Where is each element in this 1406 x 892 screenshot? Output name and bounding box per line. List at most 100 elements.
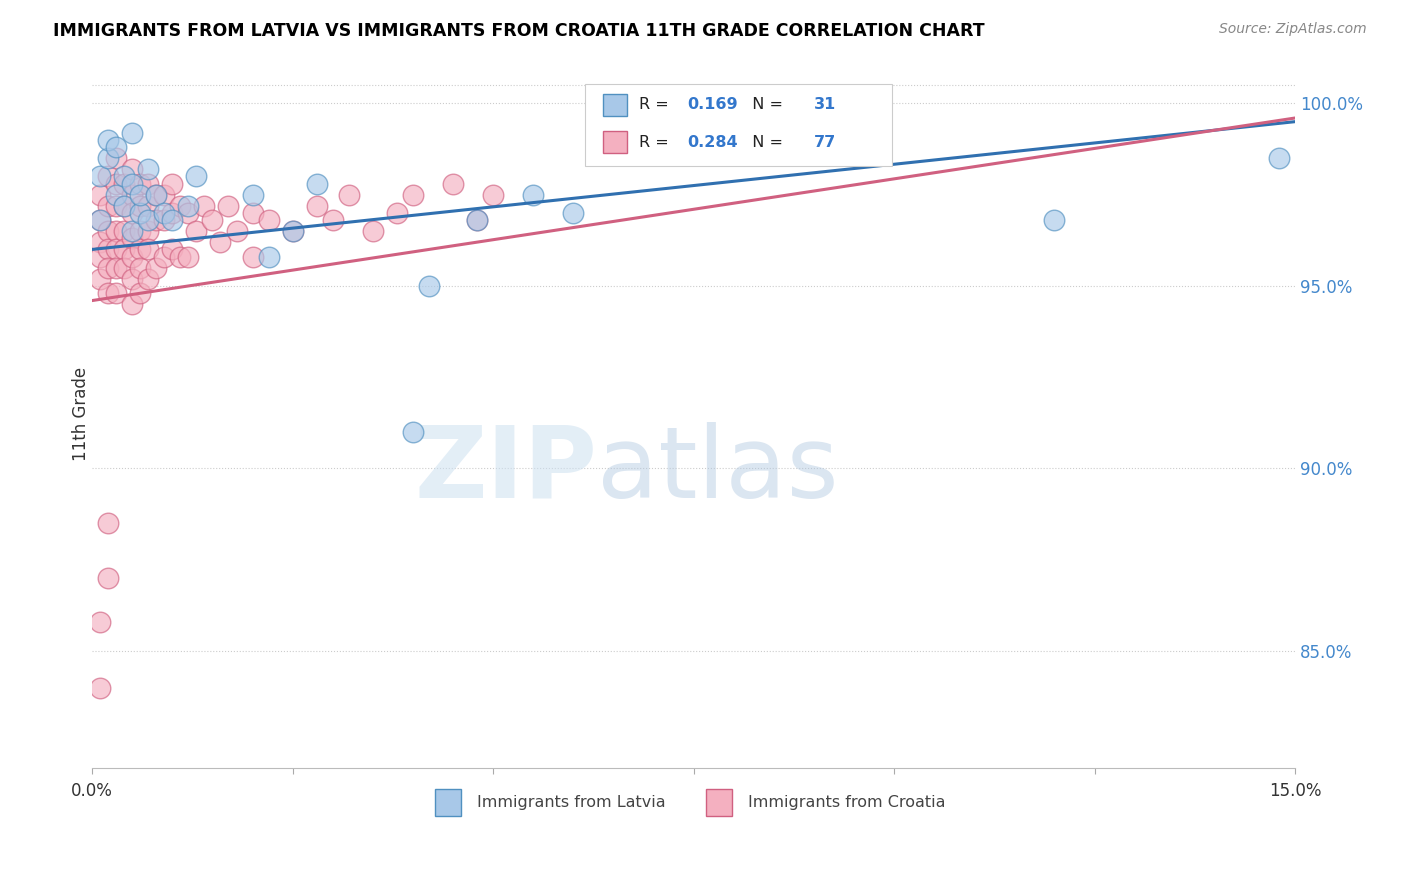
Point	[97, 169, 120, 184]
Point	[153, 213, 176, 227]
Point	[186, 169, 208, 184]
Point	[121, 126, 143, 140]
Point	[136, 199, 159, 213]
Point	[402, 425, 425, 439]
Point	[145, 260, 167, 275]
Text: 0.284: 0.284	[688, 135, 738, 150]
Point	[121, 250, 143, 264]
Point	[337, 187, 360, 202]
Point	[89, 681, 111, 695]
Point	[97, 199, 120, 213]
Text: R =: R =	[640, 97, 675, 112]
Point	[129, 224, 152, 238]
Point	[105, 243, 128, 257]
Point	[89, 187, 111, 202]
Point	[465, 213, 488, 227]
Point	[153, 187, 176, 202]
Point	[89, 271, 111, 285]
Point	[121, 224, 143, 238]
Point	[121, 231, 143, 245]
Point	[136, 243, 159, 257]
Point	[385, 206, 408, 220]
Point	[129, 177, 152, 191]
Point	[322, 213, 344, 227]
Point	[97, 224, 120, 238]
Point	[89, 213, 111, 227]
Point	[89, 169, 111, 184]
Point	[112, 224, 135, 238]
Point	[89, 235, 111, 249]
Point	[153, 206, 176, 220]
Text: 0.0%: 0.0%	[72, 782, 112, 800]
Text: 0.169: 0.169	[688, 97, 738, 112]
Point	[562, 206, 585, 220]
Y-axis label: 11th Grade: 11th Grade	[72, 367, 90, 461]
Point	[201, 213, 224, 227]
Point	[121, 162, 143, 177]
Point	[121, 297, 143, 311]
Point	[162, 206, 184, 220]
Point	[129, 286, 152, 301]
Point	[242, 206, 264, 220]
Point	[112, 177, 135, 191]
Point	[162, 177, 184, 191]
Point	[97, 133, 120, 147]
Text: Immigrants from Croatia: Immigrants from Croatia	[748, 795, 945, 810]
Text: 31: 31	[814, 97, 837, 112]
Point	[129, 243, 152, 257]
Point	[242, 250, 264, 264]
Point	[112, 199, 135, 213]
Point	[361, 224, 384, 238]
Point	[281, 224, 304, 238]
Text: N =: N =	[742, 135, 787, 150]
Point	[177, 199, 200, 213]
Point	[281, 224, 304, 238]
Text: ZIP: ZIP	[415, 422, 598, 519]
Point	[177, 250, 200, 264]
Point	[105, 140, 128, 154]
Point	[105, 260, 128, 275]
Text: Immigrants from Latvia: Immigrants from Latvia	[477, 795, 665, 810]
Point	[145, 213, 167, 227]
Point	[522, 187, 544, 202]
Point	[136, 162, 159, 177]
Point	[136, 177, 159, 191]
Point	[418, 279, 440, 293]
Point	[112, 169, 135, 184]
Point	[186, 224, 208, 238]
Point	[177, 206, 200, 220]
Point	[97, 516, 120, 531]
Point	[97, 260, 120, 275]
Point	[129, 260, 152, 275]
Text: Source: ZipAtlas.com: Source: ZipAtlas.com	[1219, 22, 1367, 37]
Point	[129, 206, 152, 220]
Point	[136, 224, 159, 238]
Point	[218, 199, 240, 213]
Point	[153, 250, 176, 264]
Point	[162, 243, 184, 257]
FancyBboxPatch shape	[603, 131, 627, 153]
Point	[193, 199, 215, 213]
Point	[105, 286, 128, 301]
Point	[441, 177, 464, 191]
Point	[97, 243, 120, 257]
FancyBboxPatch shape	[585, 85, 891, 166]
Point	[482, 187, 505, 202]
Point	[89, 250, 111, 264]
Text: 15.0%: 15.0%	[1268, 782, 1322, 800]
Point	[121, 177, 143, 191]
Point	[257, 250, 280, 264]
Point	[97, 571, 120, 585]
Point	[1268, 151, 1291, 165]
Point	[129, 187, 152, 202]
Point	[169, 250, 191, 264]
Point	[105, 224, 128, 238]
Point	[89, 213, 111, 227]
Point	[402, 187, 425, 202]
Point	[209, 235, 232, 249]
Point	[242, 187, 264, 202]
Point	[112, 243, 135, 257]
Point	[162, 213, 184, 227]
Point	[169, 199, 191, 213]
Point	[136, 271, 159, 285]
